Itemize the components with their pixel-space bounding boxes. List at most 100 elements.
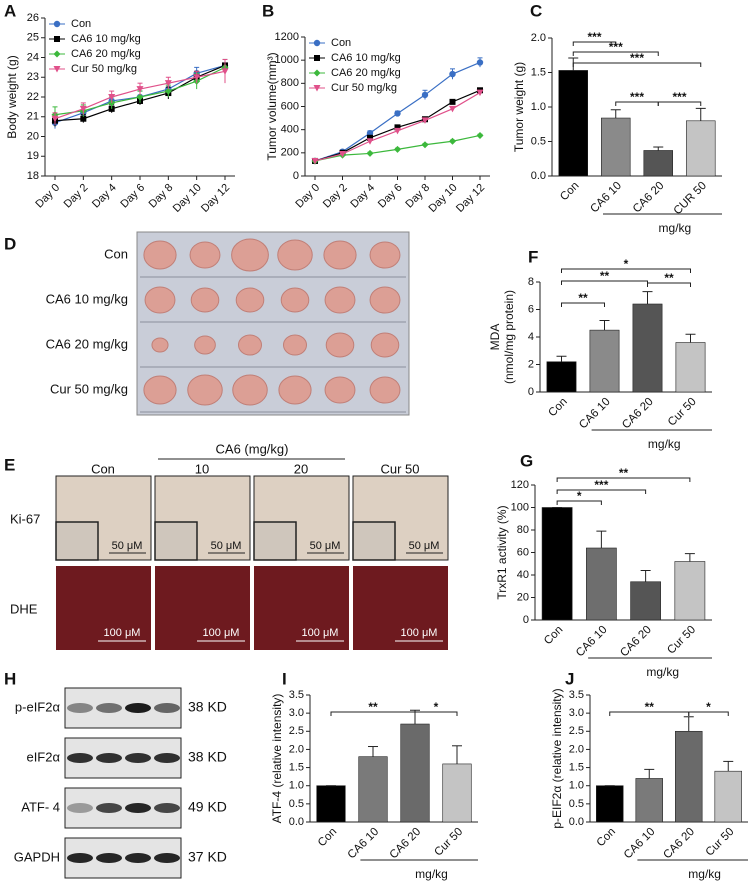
y-tick-label: 6	[528, 303, 534, 315]
significance-bracket	[647, 282, 691, 287]
significance-label: **	[368, 700, 378, 714]
significance-bracket	[556, 500, 602, 505]
y-tick-label: 0.5	[531, 135, 546, 147]
marker	[449, 98, 456, 105]
band-label: GAPDH	[14, 849, 60, 864]
marker	[313, 69, 321, 77]
row-label: Con	[104, 246, 128, 261]
y-axis-label: p-EIF2α (relative intensity)	[550, 688, 564, 828]
bar	[589, 329, 620, 393]
tumor	[369, 286, 401, 314]
blot-band	[125, 703, 151, 713]
row-label: CA6 10 mg/kg	[46, 291, 128, 306]
ki67-inset	[154, 521, 198, 561]
y-tick-label: 0	[528, 386, 534, 398]
significance-label: *	[624, 257, 629, 271]
legend-label: CA6 20 mg/kg	[331, 67, 401, 79]
marker	[421, 141, 429, 149]
bar	[635, 778, 663, 823]
blot-band	[154, 853, 180, 863]
y-tick-label: 2.0	[569, 743, 584, 755]
row-label: Cur 50 mg/kg	[50, 381, 128, 396]
legend-label: CA6 10 mg/kg	[331, 52, 401, 64]
x-tick-label: Day 0	[33, 182, 62, 211]
legend-label: CA6 10 mg/kg	[71, 33, 141, 45]
tumor	[187, 374, 223, 406]
y-tick-label: 3.0	[289, 707, 304, 719]
blot-band	[154, 803, 180, 813]
x-tick-label: Day 10	[427, 182, 460, 215]
x-tick-label: Day 12	[199, 182, 232, 215]
y-axis-label: ATF-4 (relative intensity)	[270, 694, 284, 824]
marker	[314, 55, 320, 61]
blot-band	[154, 753, 180, 763]
significance-label: **	[600, 269, 610, 283]
band-size: 38 KD	[188, 749, 227, 765]
scale-bar-label: 100 μM	[104, 627, 141, 639]
group-header: CA6 (mg/kg)	[216, 441, 289, 456]
group-label: mg/kg	[688, 867, 721, 881]
panel-label: I	[282, 669, 287, 688]
tumor	[143, 375, 177, 405]
marker	[164, 80, 172, 87]
ki67-inset	[253, 521, 297, 561]
panel-label: H	[4, 669, 16, 688]
x-tick-label: CA6 10	[346, 826, 382, 862]
y-tick-label: 1.5	[569, 761, 584, 773]
x-tick-label: CA6 20	[618, 624, 654, 660]
marker	[164, 87, 172, 95]
marker	[421, 91, 429, 99]
y-tick-label: 1200	[275, 31, 299, 43]
marker	[53, 66, 61, 73]
significance-bracket	[688, 711, 729, 716]
bar	[675, 342, 706, 393]
y-axis-label: TrxR1 activity (%)	[495, 505, 509, 599]
blot-band	[125, 803, 151, 813]
x-tick-label: CUR 50	[672, 180, 709, 217]
bar	[685, 120, 716, 177]
panel-label: G	[520, 451, 533, 470]
y-tick-label: 1.0	[531, 101, 546, 113]
legend-label: CA6 20 mg/kg	[71, 48, 141, 60]
panel-label: F	[528, 247, 538, 266]
blot-band	[96, 803, 122, 813]
x-tick-label: CA6 20	[661, 826, 697, 862]
x-tick-label: CA6 10	[622, 826, 658, 862]
scale-bar-label: 50 μM	[310, 540, 341, 552]
significance-bracket	[657, 101, 702, 106]
x-tick-label: CA6 10	[588, 180, 624, 216]
significance-label: **	[664, 271, 674, 285]
y-tick-label: 1000	[275, 54, 299, 66]
panel-label: A	[4, 1, 16, 20]
photo-background	[136, 231, 410, 416]
marker	[394, 124, 401, 131]
marker	[366, 149, 374, 157]
group-label: mg/kg	[646, 665, 679, 679]
significance-bracket	[556, 477, 691, 482]
x-tick-label: Con	[558, 180, 581, 203]
row-label: DHE	[10, 601, 38, 616]
marker	[476, 89, 484, 97]
marker	[449, 70, 456, 78]
legend-label: Con	[331, 37, 351, 49]
tumor	[238, 334, 262, 356]
legend-label: Cur 50 mg/kg	[331, 82, 397, 94]
tumor	[194, 335, 216, 355]
band-label: ATF- 4	[21, 799, 60, 814]
significance-label: *	[577, 489, 582, 503]
marker	[221, 68, 229, 75]
tumor	[280, 287, 310, 313]
dhe-image	[155, 566, 250, 650]
y-tick-label: 19	[27, 150, 39, 162]
group-label: mg/kg	[415, 867, 448, 881]
significance-label: *	[706, 700, 711, 714]
scale-bar-label: 50 μM	[112, 540, 143, 552]
tumor	[278, 375, 312, 405]
marker	[394, 145, 401, 153]
band-size: 49 KD	[188, 799, 227, 815]
y-tick-label: 2	[528, 358, 534, 370]
marker	[476, 59, 484, 66]
x-tick-label: Day 0	[293, 182, 322, 211]
bar	[600, 117, 631, 177]
y-tick-label: 22	[27, 91, 39, 103]
